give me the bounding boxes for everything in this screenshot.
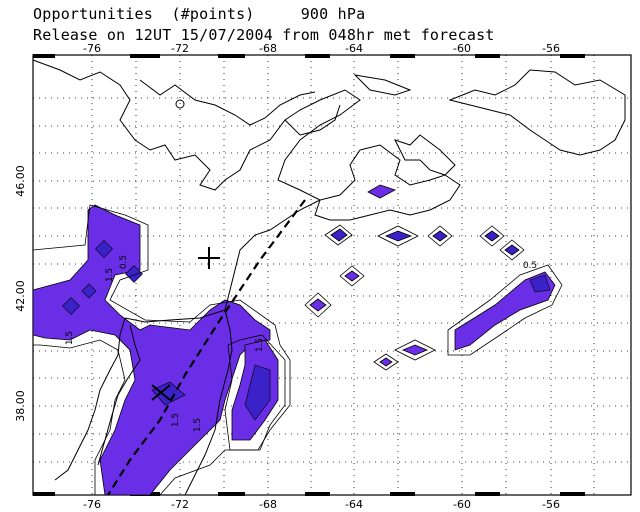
contour-label: 0.5 bbox=[523, 261, 537, 271]
release-marker bbox=[198, 247, 220, 269]
y-tick-label: 46.00 bbox=[14, 165, 27, 197]
fill-region-west bbox=[32, 204, 271, 496]
x-tick-labels-top: -76 -72 -68 -64 -60 -56 bbox=[83, 42, 560, 55]
y-tick-label: 42.00 bbox=[14, 280, 27, 312]
y-tick-label: 38.00 bbox=[14, 390, 27, 422]
contour-labels: 0.5 1.5 1.5 1.5 1.5 1.5 0.5 bbox=[65, 255, 537, 432]
isolated-spots bbox=[304, 184, 525, 371]
x-tick-label-bottom: -60 bbox=[453, 498, 471, 511]
x-tick-label-bottom: -76 bbox=[83, 498, 101, 511]
x-tick-label-top: -68 bbox=[259, 42, 277, 55]
map-frame bbox=[32, 54, 632, 496]
x-tick-labels-bottom: -76 -72 -68 -64 -60 -56 bbox=[83, 498, 560, 511]
core-fill bbox=[62, 240, 551, 421]
coastlines bbox=[32, 59, 626, 496]
x-tick-label-top: -64 bbox=[345, 42, 363, 55]
source-marker bbox=[151, 384, 171, 401]
x-tick-label-top: -56 bbox=[542, 42, 560, 55]
fill-region-atlantic bbox=[454, 271, 556, 351]
x-tick-label-bottom: -56 bbox=[542, 498, 560, 511]
x-tick-label-top: -60 bbox=[453, 42, 471, 55]
x-tick-label-top: -76 bbox=[83, 42, 101, 55]
contour-label: 0.5 bbox=[119, 255, 129, 269]
map-title: Opportunities (#points) 900 hPa bbox=[33, 5, 366, 23]
y-tick-labels: 46.00 42.00 38.00 bbox=[14, 165, 27, 422]
x-tick-label-bottom: -64 bbox=[345, 498, 363, 511]
contour-label: 1.5 bbox=[65, 331, 75, 345]
x-tick-label-bottom: -72 bbox=[171, 498, 189, 511]
contour-label: 1.5 bbox=[105, 268, 115, 282]
x-tick-label-bottom: -68 bbox=[259, 498, 277, 511]
frame-ruler bbox=[33, 54, 585, 496]
contour-label: 1.5 bbox=[193, 418, 203, 432]
map-subtitle: Release on 12UT 15/07/2004 from 048hr me… bbox=[33, 26, 495, 44]
contour-label: 1.5 bbox=[255, 338, 265, 352]
contour-label: 1.5 bbox=[171, 413, 181, 427]
contour-lines bbox=[32, 204, 563, 496]
lat-lon-grid bbox=[33, 55, 631, 495]
x-tick-label-top: -72 bbox=[171, 42, 189, 55]
trajectory bbox=[107, 199, 306, 496]
